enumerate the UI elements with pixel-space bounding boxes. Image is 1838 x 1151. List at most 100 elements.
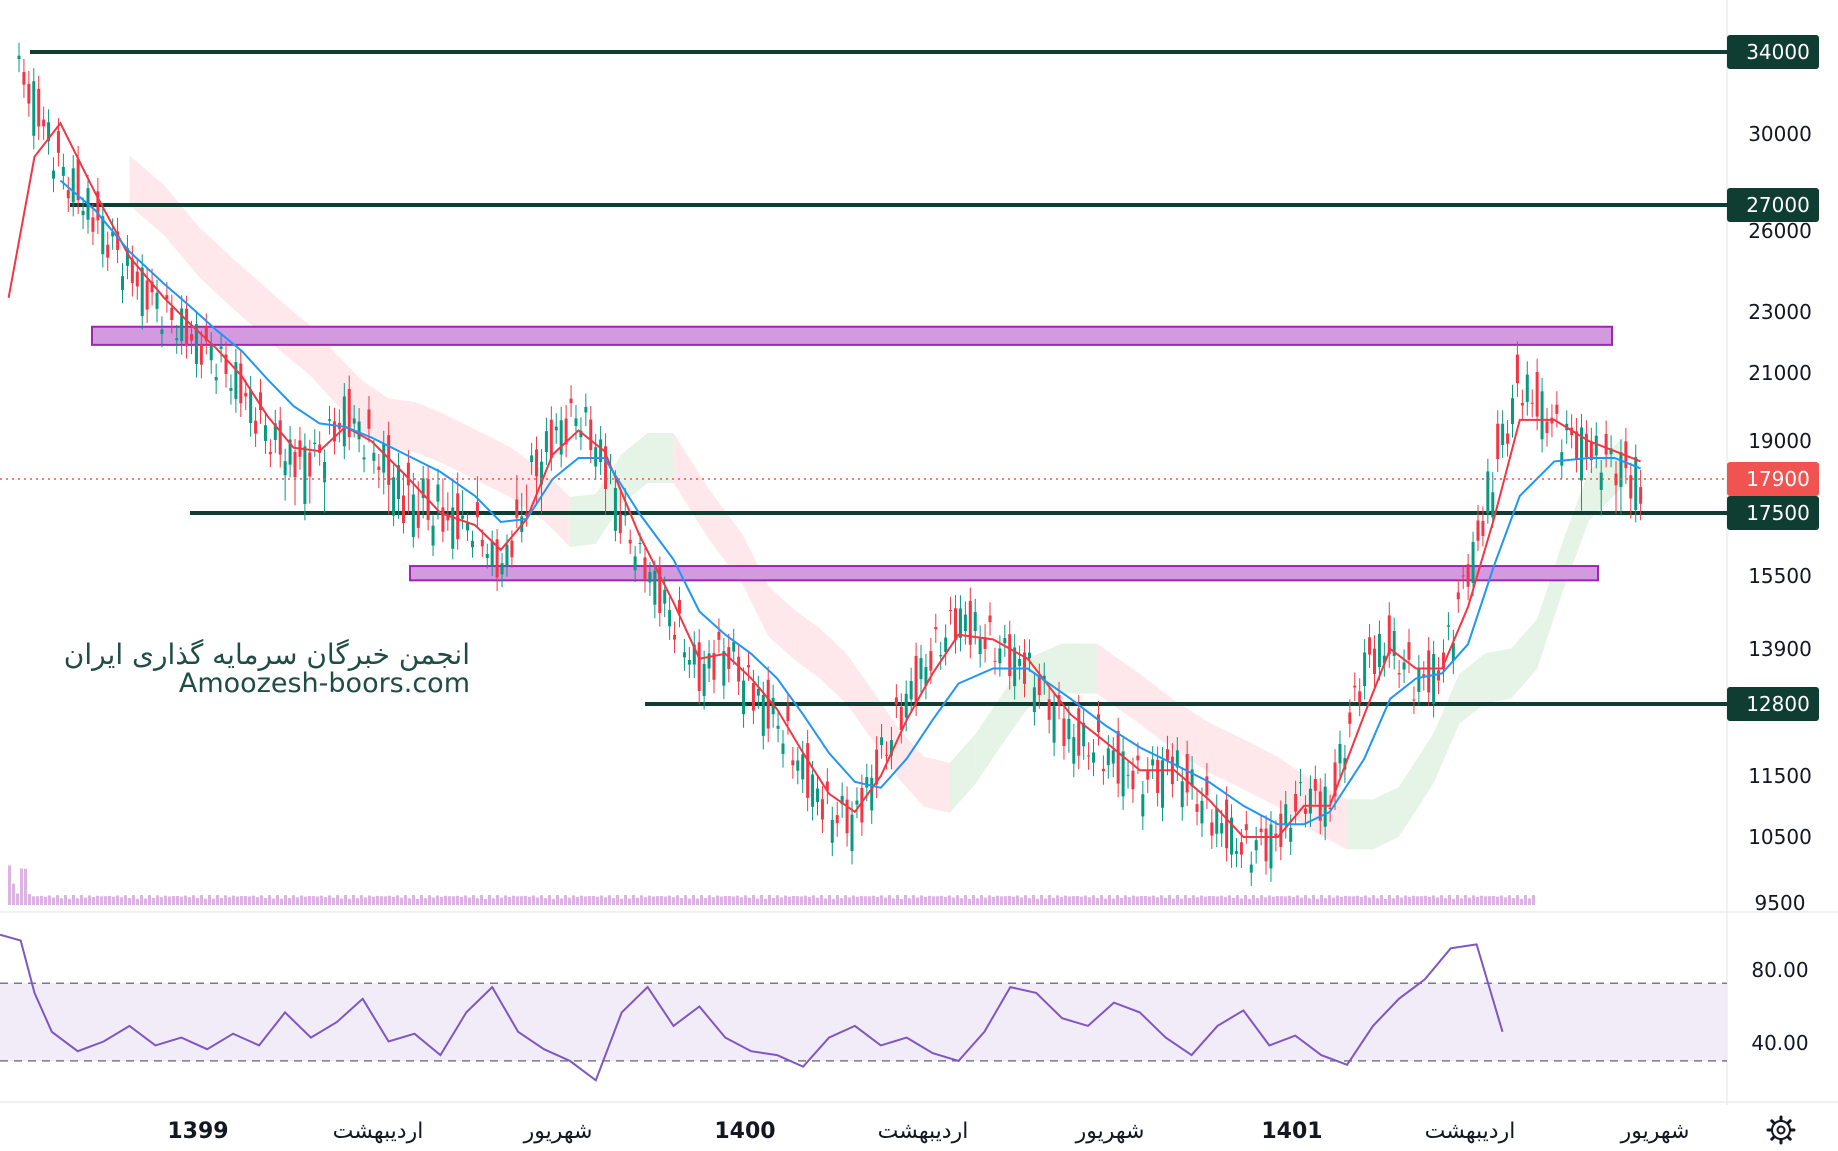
rsi-line[interactable] <box>0 933 1504 1082</box>
volume-bar <box>592 895 595 905</box>
volume-bar <box>936 896 939 905</box>
candle-body <box>1599 472 1603 490</box>
volume-bar <box>1048 895 1051 905</box>
candle-body <box>323 462 327 483</box>
cloud-segment <box>820 628 847 704</box>
gear-icon[interactable] <box>1766 1115 1796 1145</box>
candle-body <box>1037 676 1041 696</box>
candle-body <box>697 642 701 692</box>
candle-body <box>564 418 568 445</box>
candle-body <box>411 494 415 538</box>
rsi-tick-label: 80.00 <box>1751 958 1808 982</box>
slow-moving-average-line[interactable] <box>59 179 1641 826</box>
level-price-badge[interactable] <box>1727 687 1819 721</box>
volume-bar <box>1424 895 1427 905</box>
volume-bar <box>280 898 283 905</box>
candle-body <box>1082 722 1086 747</box>
watermark-persian: انجمن خبرگان سرمایه گذاری ایران <box>64 638 470 671</box>
price-axis[interactable]: 30000 26000 23000 21000 19000 15500 13900 11500… <box>1727 35 1819 915</box>
candle-body <box>549 419 553 459</box>
volume-bar <box>872 895 875 905</box>
candle-body <box>692 644 696 665</box>
fast-moving-average-line[interactable] <box>7 121 1641 838</box>
candle-body <box>490 540 494 566</box>
volume-bar <box>1148 896 1151 905</box>
candle-body <box>1432 654 1436 704</box>
volume-bar <box>768 895 771 905</box>
time-axis[interactable]: 1399 اردیبهشت شهریور 1400 اردیبهشت شهریور 1401… <box>167 1119 1689 1144</box>
resistance-zone[interactable] <box>91 325 1613 346</box>
rsi-tick-label: 40.00 <box>1751 1031 1808 1055</box>
volume-bar <box>1264 897 1267 905</box>
volume-bar <box>1068 896 1071 905</box>
volume-bar <box>120 897 123 905</box>
candle-body <box>1106 748 1110 766</box>
level-price-badge[interactable] <box>1727 188 1819 222</box>
price-candles <box>17 42 1643 886</box>
last-price-badge[interactable] <box>1727 462 1819 496</box>
volume-bar <box>632 895 635 905</box>
candle-body <box>1249 864 1253 873</box>
candle-body <box>362 457 366 460</box>
resistance-zone[interactable] <box>409 565 1599 582</box>
volume-bar <box>1160 895 1163 905</box>
price-tick-label: 15500 <box>1748 564 1812 588</box>
candle-body <box>111 232 115 237</box>
volume-bar <box>1012 896 1015 905</box>
candle-body <box>1156 759 1160 793</box>
candle-body <box>106 244 110 258</box>
candle-body <box>1377 633 1381 668</box>
cloud-segment <box>949 733 976 813</box>
candle-body <box>850 814 854 852</box>
candle-body <box>1506 433 1510 444</box>
cloud-segment <box>1485 648 1512 704</box>
candle-body <box>130 258 134 284</box>
price-tick-label: 10500 <box>1748 825 1812 849</box>
candle-body <box>431 525 435 546</box>
candle-body <box>244 392 248 397</box>
volume-bar <box>1192 895 1195 905</box>
level-price-badge[interactable] <box>1727 496 1819 530</box>
volume-bar <box>268 895 271 905</box>
candle-body <box>1180 781 1184 808</box>
cloud-segment <box>768 586 795 660</box>
volume-bar <box>884 897 887 905</box>
volume-bar <box>184 895 187 905</box>
candle-body <box>91 217 95 232</box>
candle-body <box>1190 769 1194 787</box>
cloud-segment <box>1096 643 1140 724</box>
candle-body <box>1195 804 1199 812</box>
volume-bar <box>1248 898 1251 905</box>
volume-bar <box>1104 898 1107 905</box>
watermark-url: Amoozesh-boors.com <box>179 668 470 699</box>
volume-bar <box>180 896 183 905</box>
candle-body <box>1032 687 1036 712</box>
candle-body <box>825 781 829 791</box>
candle-body <box>239 363 243 404</box>
volume-bar <box>276 895 279 905</box>
volume-bar <box>188 897 191 905</box>
volume-bar <box>1512 898 1515 905</box>
volume-bar <box>360 895 363 905</box>
candle-body <box>584 406 588 413</box>
candle-body <box>1510 398 1514 424</box>
level-price-badge[interactable] <box>1727 35 1819 69</box>
volume-bar <box>1128 897 1131 905</box>
volume-bar <box>320 895 323 905</box>
volume-bar <box>600 895 603 905</box>
volume-bar <box>244 896 247 905</box>
cloud-segment <box>1459 653 1486 724</box>
volume-bar <box>1216 896 1219 905</box>
candle-body <box>929 651 933 671</box>
volume-bar <box>1452 898 1455 905</box>
volume-bar <box>424 898 427 905</box>
candle-body <box>530 455 534 462</box>
candle-body <box>988 615 992 623</box>
volume-bar <box>1236 895 1239 905</box>
rsi-axis[interactable]: 80.00 40.00 <box>1751 958 1808 1055</box>
volume-bar <box>1532 895 1535 905</box>
volume-bar <box>756 898 759 905</box>
candle-body <box>1146 770 1150 780</box>
rsi-pane[interactable] <box>0 933 1727 1082</box>
